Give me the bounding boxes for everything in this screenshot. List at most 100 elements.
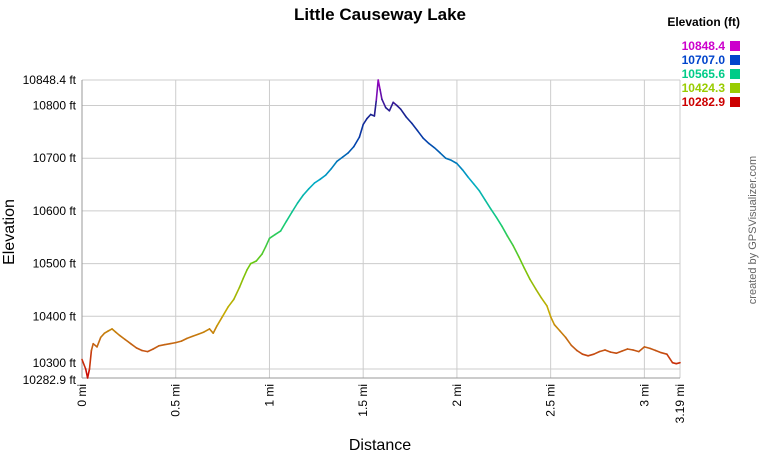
elevation-line-segment bbox=[399, 108, 408, 118]
y-axis-title: Elevation bbox=[1, 199, 18, 265]
elevation-line-segment bbox=[291, 202, 299, 213]
chart-title: Little Causeway Lake bbox=[294, 5, 466, 24]
elevation-line-segment bbox=[649, 347, 657, 352]
legend-entry-label: 10707.0 bbox=[682, 53, 726, 67]
elevation-line-segment bbox=[675, 361, 681, 365]
elevation-line-segment bbox=[506, 235, 515, 247]
elevation-line-segment bbox=[392, 101, 398, 107]
elevation-line-segment bbox=[307, 182, 316, 190]
legend-swatch bbox=[730, 97, 740, 107]
y-tick-label: 10700 ft bbox=[33, 151, 77, 165]
elevation-line-segment bbox=[559, 330, 567, 339]
elevation-line-segment bbox=[564, 336, 573, 347]
elevation-line-segment bbox=[255, 253, 263, 262]
elevation-line-segment bbox=[592, 350, 601, 356]
elevation-line-segment bbox=[285, 211, 293, 223]
elevation-line-segment bbox=[615, 350, 623, 355]
elevation-line-segment bbox=[512, 244, 520, 258]
x-tick-label: 0 mi bbox=[75, 384, 89, 407]
elevation-line-segment bbox=[654, 349, 663, 354]
elevation-line-segment bbox=[264, 237, 271, 248]
elevation-line-segment bbox=[268, 233, 276, 240]
elevation-line-segment bbox=[570, 344, 578, 352]
elevation-line-segment bbox=[208, 328, 214, 335]
elevation-line-segment bbox=[517, 255, 526, 270]
x-axis-title: Distance bbox=[349, 437, 411, 454]
grid-layer bbox=[81, 79, 681, 379]
elevation-line-segment bbox=[111, 328, 117, 333]
legend-title: Elevation (ft) bbox=[667, 15, 740, 29]
elevation-line-segment bbox=[534, 288, 543, 299]
legend-entry-label: 10565.6 bbox=[682, 67, 726, 81]
elevation-line-segment bbox=[242, 269, 248, 280]
legend-swatch bbox=[730, 83, 740, 93]
elevation-line-segment bbox=[114, 331, 121, 337]
elevation-line-segment bbox=[381, 98, 387, 109]
elevation-line-segment bbox=[484, 199, 492, 210]
elevation-line-segment bbox=[626, 348, 634, 351]
elevation-line-segment bbox=[576, 349, 584, 356]
elevation-line-segment bbox=[88, 349, 93, 370]
elevation-line-segment bbox=[81, 358, 87, 370]
elevation-line-segment bbox=[433, 146, 441, 154]
axis-layer: 0 mi 0.5 mi 1 mi 1.5 mi 2 mi 2.5 mi 3 mi 3.19 m… bbox=[23, 73, 687, 423]
elevation-line-segment bbox=[296, 194, 305, 204]
elevation-line-segment bbox=[163, 342, 171, 346]
elevation-line-segment bbox=[489, 208, 498, 218]
elevation-line-segment bbox=[581, 353, 589, 357]
elevation-line-segment bbox=[529, 278, 537, 290]
elevation-line-segment bbox=[439, 152, 447, 159]
elevation-line-segment bbox=[341, 152, 350, 158]
elevation-line-segment bbox=[249, 260, 258, 265]
elevation-line-segment bbox=[546, 304, 552, 318]
x-tick-label: 1 mi bbox=[262, 384, 276, 407]
elevation-line-segment bbox=[632, 349, 640, 353]
elevation-line-segment bbox=[135, 347, 143, 352]
x-tick-label: 3.19 mi bbox=[673, 384, 687, 423]
legend-swatch bbox=[730, 55, 740, 65]
elevation-line-segment bbox=[396, 104, 402, 110]
elevation-line-segment bbox=[373, 99, 378, 117]
elevation-line-segment bbox=[609, 351, 618, 355]
x-tick-label: 0.5 mi bbox=[169, 384, 183, 417]
elevation-line-segment bbox=[197, 331, 205, 336]
elevation-line-segment bbox=[261, 245, 267, 255]
y-tick-label: 10282.9 ft bbox=[23, 373, 77, 387]
elevation-line-segment bbox=[246, 262, 252, 271]
elevation-line-segment bbox=[621, 348, 629, 352]
x-tick-label: 1.5 mi bbox=[356, 384, 370, 417]
legend-entry-label: 10848.4 bbox=[682, 39, 726, 53]
y-tick-label: 10300 ft bbox=[33, 356, 77, 370]
elevation-line-segment bbox=[174, 340, 183, 344]
elevation-line-segment bbox=[86, 368, 91, 379]
elevation-line bbox=[81, 79, 681, 379]
elevation-line-segment bbox=[141, 349, 149, 353]
legend-swatch bbox=[730, 69, 740, 79]
elevation-line-segment bbox=[227, 298, 235, 308]
y-tick-label: 10500 ft bbox=[33, 257, 77, 271]
elevation-line-segment bbox=[450, 159, 458, 165]
legend-entry-label: 10424.3 bbox=[682, 81, 726, 95]
elevation-line-segment bbox=[180, 337, 188, 342]
elevation-line-segment bbox=[129, 342, 138, 349]
elevation-line-segment bbox=[191, 333, 199, 338]
elevation-line-segment bbox=[347, 145, 355, 154]
elevation-line-segment bbox=[416, 130, 425, 139]
elevation-line-segment bbox=[456, 162, 464, 171]
elevation-line-segment bbox=[411, 122, 419, 132]
elevation-line-segment bbox=[501, 225, 509, 237]
credit-text: created by GPSVisualizer.com bbox=[747, 156, 759, 304]
elevation-line-segment bbox=[216, 315, 224, 327]
legend: Elevation (ft) 10848.410707.010565.61042… bbox=[667, 15, 740, 109]
elevation-line-segment bbox=[366, 113, 372, 120]
elevation-line-segment bbox=[279, 220, 288, 232]
elevation-line-segment bbox=[405, 116, 413, 125]
x-tick-label: 3 mi bbox=[637, 384, 651, 407]
elevation-line-segment bbox=[302, 188, 310, 196]
elevation-line-segment bbox=[221, 305, 229, 318]
elevation-line-segment bbox=[336, 156, 344, 163]
elevation-line-segment bbox=[313, 178, 321, 184]
elevation-line-segment bbox=[472, 183, 481, 192]
